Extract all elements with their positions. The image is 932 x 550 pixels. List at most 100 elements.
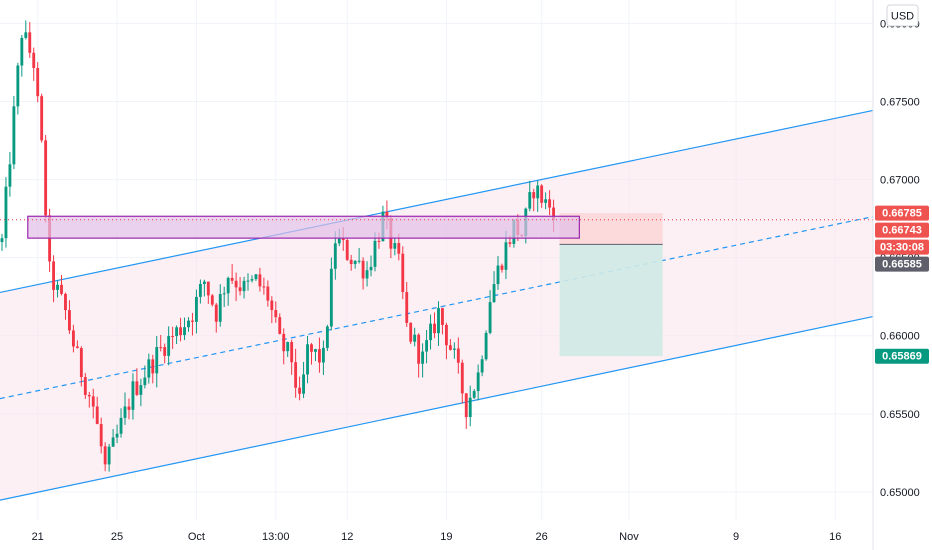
price-tag (875, 205, 929, 221)
candle-body (175, 327, 179, 337)
candle-body (421, 351, 425, 364)
candle-body (310, 344, 313, 352)
candle-body (87, 394, 91, 397)
candle-body (385, 211, 389, 219)
candle-body (68, 310, 71, 331)
candle-body (452, 348, 456, 350)
y-tick-label: 0.66000 (880, 331, 920, 343)
price-tag-label: 0.66585 (882, 259, 922, 271)
take-profit-area[interactable] (559, 244, 663, 357)
candle-body (115, 433, 119, 438)
candle-body (226, 277, 230, 294)
price-tag (875, 348, 929, 364)
x-tick-label: 26 (536, 531, 548, 543)
candle-body (397, 243, 401, 254)
candle-body (111, 437, 115, 447)
candle-body (488, 302, 492, 333)
candle-body (429, 323, 432, 341)
candle-body (290, 342, 294, 363)
x-tick-label: Oct (188, 531, 205, 543)
candle-body (393, 243, 397, 249)
candle-body (365, 270, 369, 279)
candle-body (250, 279, 254, 281)
candle-body (552, 207, 555, 220)
x-tick-label: 21 (32, 531, 44, 543)
candle-body (532, 192, 536, 199)
candle-body (246, 280, 250, 282)
x-tick-label: Nov (619, 531, 639, 543)
candle-body (254, 274, 258, 280)
channel-upper-line[interactable] (0, 109, 874, 294)
candle-body (286, 342, 290, 352)
candle-body (163, 347, 167, 356)
y-tick-label: 0.67000 (880, 175, 920, 187)
candle-body (345, 240, 349, 260)
candle-body (206, 281, 210, 296)
candle-body (95, 406, 99, 424)
candle-body (71, 330, 75, 347)
x-tick-label: 19 (440, 531, 452, 543)
candle-body (337, 238, 341, 244)
y-tick-label: 0.65000 (880, 487, 920, 499)
candle-body (262, 286, 266, 288)
candle-body (472, 391, 476, 398)
candle-body (258, 274, 262, 287)
candle-body (373, 240, 377, 267)
channel-middle-line[interactable] (0, 216, 874, 400)
candle-body (492, 284, 496, 303)
currency-label: USD (891, 11, 914, 23)
candle-body (143, 377, 147, 386)
currency-button[interactable]: USD (886, 4, 919, 27)
candle-body (8, 164, 12, 187)
candle-body (222, 293, 226, 295)
candle-body (187, 320, 190, 328)
candle-body (341, 238, 345, 241)
candle-body (325, 326, 329, 348)
candle-body (266, 286, 270, 301)
candle-body (444, 324, 448, 346)
candle-body (306, 344, 309, 375)
candle-body (456, 348, 460, 363)
candle-body (4, 186, 8, 239)
candle-body (540, 185, 544, 203)
candle-body (448, 345, 452, 350)
x-tick-label: 12 (341, 531, 353, 543)
price-tag (875, 222, 929, 238)
resistance-zone-rect[interactable] (27, 215, 580, 239)
regression-channel[interactable] (0, 109, 874, 501)
candle-body (99, 423, 103, 447)
candle-body (119, 417, 123, 434)
candle-body (294, 362, 298, 388)
candle-body (460, 362, 464, 394)
candle-body (302, 374, 305, 394)
x-tick-label: 25 (111, 531, 123, 543)
price-tags: 0.66785 0.66743 03:30:08 0.66585 0.65869 (875, 205, 929, 364)
candle-body (179, 327, 182, 336)
candle-body (441, 308, 444, 325)
candle-body (12, 106, 16, 165)
candle-body (230, 277, 234, 281)
price-axis-background[interactable] (873, 0, 932, 550)
price-tag-label: 0.66743 (882, 225, 922, 237)
channel-lower-line[interactable] (0, 315, 874, 501)
candle-body (349, 259, 353, 265)
time-axis[interactable]: 21 25 Oct 13:00 12 19 26 Nov 9 16 (32, 531, 842, 543)
candle-body (484, 332, 488, 360)
candle-body (44, 140, 48, 216)
resistance-zone[interactable] (27, 215, 580, 239)
x-tick-label: 13:00 (262, 531, 290, 543)
candle-body (369, 266, 373, 271)
candle-body (361, 260, 365, 279)
candle-body (433, 323, 436, 334)
price-tag (875, 239, 929, 255)
candle-body (214, 304, 218, 322)
candle-body (238, 287, 242, 292)
candle-body (409, 322, 413, 342)
candle-body (91, 396, 95, 407)
candle-body (159, 347, 163, 349)
candle-body (401, 253, 405, 293)
candle-body (544, 199, 548, 203)
candle-body (139, 385, 143, 395)
candle-body (425, 340, 429, 352)
